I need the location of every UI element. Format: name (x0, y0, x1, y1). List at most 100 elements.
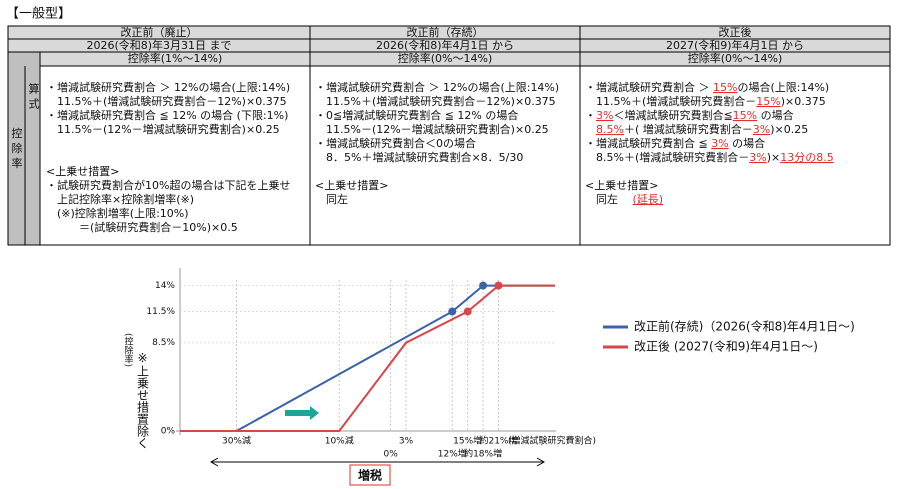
text-segment: ・ (585, 109, 596, 122)
point (479, 281, 488, 290)
y-axis-label: (控除率) (123, 333, 134, 367)
x-tick-label: 30%減 (222, 435, 251, 447)
text-line: 11.5%－(12%－増減試験研究費割合)×0.25 (315, 122, 549, 136)
text-line: ＝(試験研究費割合－10%)×0.5 (46, 220, 238, 234)
text-line: ・増減試験研究費割合 ≦ 3% の場合 (585, 136, 765, 150)
measure-title: <上乗せ措置> (315, 178, 388, 192)
note: ※上乗せ措置除く (136, 351, 150, 449)
text-line: ・増減試験研究費割合 ＞ 12%の場合(上限:14%) (315, 80, 559, 94)
table-lines (7, 25, 891, 246)
x-axis-label: (増減試験研究費割合) (508, 435, 596, 447)
text-segment: 8.5% (596, 123, 624, 136)
text-segment: 3% (753, 123, 770, 136)
text-segment: ・増減試験研究費割合 ＞ (585, 80, 713, 94)
text-line: 11.5%－(12%－増減試験研究費割合)×0.25 (46, 122, 280, 136)
text-segment: 同左 (585, 193, 633, 206)
text-segment: ＝(試験研究費割合－10%)×0.5 (46, 220, 238, 234)
series-line (180, 284, 555, 432)
x-tick-label: 15%増 (453, 435, 482, 447)
text-segment: ＜増減試験研究費割合≦ (613, 108, 732, 122)
text-segment: 15% (733, 109, 757, 122)
text-segment: 上記控除率×控除割増率(※) (46, 192, 194, 206)
text-line: 同左 (315, 193, 348, 206)
text-line: (※)控除割増率(上限:10%) (46, 206, 189, 220)
legend-label: 改正前(存続)（2026(令和8)年4月1日～) (634, 319, 855, 334)
text-line: 11.5%＋(増減試験研究費割合－12%)×0.375 (315, 94, 556, 108)
text-line: ・0≦増減試験研究費割合 ≦ 12% の場合 (315, 108, 518, 122)
text-segment: ・増減試験研究費割合 ＞ 12%の場合(上限:14%) (315, 80, 559, 94)
text-segment: 3% (711, 137, 728, 150)
row-label: 控除率 (10, 126, 23, 172)
text-segment: 3% (749, 151, 766, 164)
text-line: 同左 (延長) (585, 193, 663, 206)
text-segment: 11.5%＋(増減試験研究費割合－12%)×0.375 (315, 94, 556, 108)
text-segment: 13分の8.5 (780, 151, 834, 164)
text-line: ・3%＜増減試験研究費割合≦15% の場合 (585, 108, 794, 122)
shift-arrow (285, 406, 319, 420)
label-bg (8, 52, 40, 245)
text-segment: ＋( 増減試験研究費割合－ (624, 122, 753, 136)
column-rate: 控除率(1%～14%) (128, 51, 222, 65)
text-segment: ・増減試験研究費割合 ≦ (585, 136, 711, 150)
measure-title: <上乗せ措置> (46, 164, 119, 178)
text-segment: 11.5%－(12%－増減試験研究費割合)×0.25 (46, 122, 280, 136)
annotation: 増税 (358, 468, 382, 483)
x-tick-label: 0% (383, 450, 398, 460)
text-segment: の場合(上限:14%) (737, 80, 829, 94)
text-line: 8.5%＋( 増減試験研究費割合－3%)×0.25 (585, 122, 808, 136)
text-segment: (※)控除割増率(上限:10%) (46, 206, 189, 220)
page-title: 【一般型】 (6, 6, 71, 22)
text-segment: 11.5%－(12%－増減試験研究費割合)×0.25 (315, 122, 549, 136)
y-tick-label: 14% (155, 281, 175, 291)
point (494, 281, 503, 290)
legend-label: 改正後 (2027(令和9)年4月1日～) (634, 339, 818, 354)
text-line: ・増減試験研究費割合 ＞ 12%の場合(上限:14%) (46, 80, 290, 94)
text-line: ・増減試験研究費割合 ≦ 12% の場合 (下限:1%) (46, 108, 288, 122)
measure-title: <上乗せ措置> (585, 178, 658, 192)
text-segment: ・試験研究費割合が10%超の場合は下記を上乗せ (46, 178, 290, 192)
y-tick-label: 0% (161, 427, 176, 437)
text-segment: 11.5%＋(増減試験研究費割合－ (585, 94, 756, 108)
text-segment: ・増減試験研究費割合＜0の場合 (315, 136, 476, 150)
text-segment: )×0.25 (770, 123, 808, 136)
annotation-box (349, 464, 391, 486)
text-segment: )× (767, 151, 781, 164)
text-segment: ・増減試験研究費割合 ≦ 12% の場合 (下限:1%) (46, 108, 288, 122)
x-tick-label: 約18%増 (464, 448, 502, 460)
column-date: 2026(令和8)年4月1日 から (376, 38, 514, 52)
column-header: 改正後 (719, 25, 752, 39)
column-rate: 控除率(0%～14%) (398, 51, 492, 65)
point (448, 307, 457, 316)
text-segment: )×0.375 (781, 95, 826, 108)
x-tick-label: 10%減 (325, 435, 354, 447)
text-segment: の場合 (757, 108, 794, 122)
text-segment: 同左 (315, 193, 348, 206)
column-header: 改正前（存続） (407, 25, 484, 39)
y-tick-label: 8.5% (152, 338, 175, 348)
text-segment: 3% (596, 109, 613, 122)
text-line: ・増減試験研究費割合＜0の場合 (315, 136, 476, 150)
text-line: 上記控除率×控除割増率(※) (46, 192, 194, 206)
point (463, 307, 472, 316)
text-segment: 11.5%＋(増減試験研究費割合－12%)×0.375 (46, 94, 287, 108)
y-tick-label: 11.5% (146, 307, 175, 317)
text-line: 11.5%＋(増減試験研究費割合－15%)×0.375 (585, 94, 826, 108)
text-line: ・増減試験研究費割合 ＞ 15%の場合(上限:14%) (585, 80, 829, 94)
text-segment (585, 123, 596, 136)
text-segment: ・0≦増減試験研究費割合 ≦ 12% の場合 (315, 108, 518, 122)
text-segment: の場合 (729, 136, 766, 150)
column-header: 改正前（廃止） (121, 25, 198, 39)
text-line: 11.5%＋(増減試験研究費割合－12%)×0.375 (46, 94, 287, 108)
text-segment: 15% (756, 95, 780, 108)
text-segment: 15% (713, 81, 737, 94)
column-rate: 控除率(0%～14%) (688, 51, 782, 65)
text-line: 8.5%＋(増減試験研究費割合－3%)×13分の8.5 (585, 150, 834, 164)
column-date: 2027(令和9)年4月1日 から (666, 38, 804, 52)
text-segment: (延長) (633, 193, 664, 206)
x-tick-label: 12%増 (438, 448, 467, 460)
text-line: ・試験研究費割合が10%超の場合は下記を上乗せ (46, 178, 290, 192)
text-line: 8．5%＋増減試験研究費割合×8．5/30 (315, 150, 523, 164)
header-bg (8, 26, 890, 66)
